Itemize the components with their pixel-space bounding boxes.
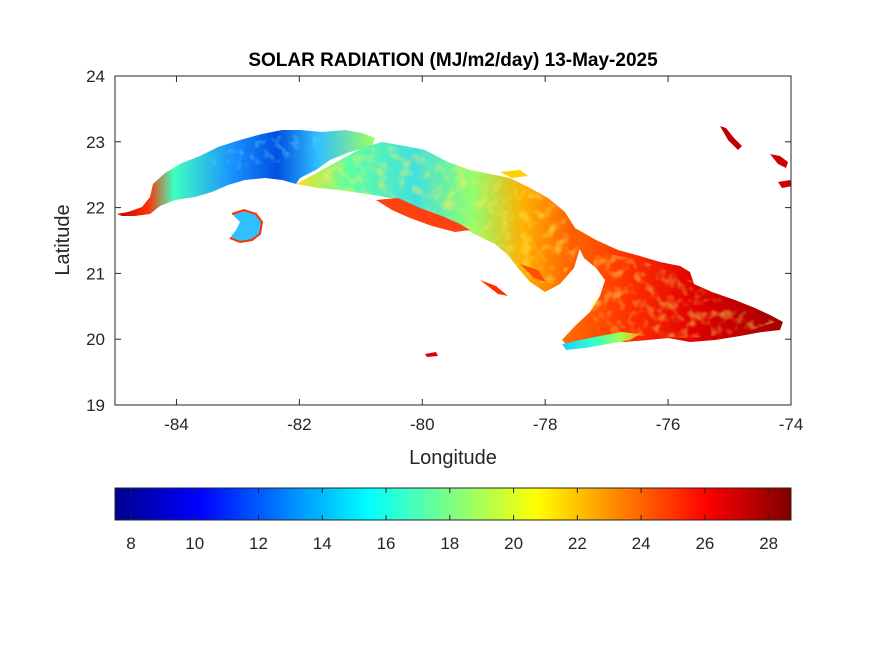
x-axis-ticks: -84 -82 -80 -78 -76 -74: [164, 76, 803, 434]
colorbar-tick-label: 24: [632, 534, 651, 553]
y-tick-label: 19: [86, 396, 105, 415]
colorbar-ticks: 8 10 12 14 16 18 20 22 24 26 28: [126, 488, 778, 553]
y-tick-label: 21: [86, 264, 105, 283]
colorbar-tick-label: 10: [185, 534, 204, 553]
x-axis-label: Longitude: [409, 447, 497, 469]
colorbar-tick-label: 18: [440, 534, 459, 553]
colorbar: 8 10 12 14 16 18 20 22 24 26 28: [114, 487, 792, 553]
x-tick-label: -74: [779, 415, 804, 434]
colorbar-tick-label: 8: [126, 534, 135, 553]
region-isla-juventud: [230, 210, 262, 242]
colorbar-tick-label: 16: [377, 534, 396, 553]
plot-frame: [114, 75, 792, 406]
region-cays-se: [480, 280, 508, 296]
region-keys-south: [520, 264, 546, 282]
x-tick-label: -78: [533, 415, 558, 434]
region-south-coast: [562, 332, 640, 350]
radiation-field: [117, 126, 791, 357]
plot-area: [115, 76, 791, 405]
region-isla-juventud-rim: [229, 208, 264, 244]
region-great-inagua: [720, 126, 742, 150]
x-tick-label: -84: [164, 415, 189, 434]
map-axes: [114, 75, 792, 406]
colorbar-tick-label: 28: [759, 534, 778, 553]
y-tick-label: 24: [86, 67, 105, 86]
x-tick-label: -80: [410, 415, 435, 434]
region-west-texture: [205, 134, 330, 172]
y-tick-label: 23: [86, 133, 105, 152]
region-cay-south: [425, 352, 438, 357]
x-tick-label: -76: [656, 415, 681, 434]
y-tick-label: 22: [86, 199, 105, 218]
region-keys-north: [500, 170, 528, 178]
region-hispaniola-tip: [770, 154, 791, 188]
colorbar-tick-label: 14: [313, 534, 332, 553]
y-tick-label: 20: [86, 330, 105, 349]
colorbar-gradient: [114, 487, 792, 521]
colorbar-tick-label: 22: [568, 534, 587, 553]
colorbar-tick-label: 26: [695, 534, 714, 553]
region-center-texture: [318, 146, 580, 284]
colorbar-tick-label: 12: [249, 534, 268, 553]
region-east-texture: [590, 250, 775, 338]
y-axis-label: Latitude: [52, 204, 74, 275]
colorbar-tick-label: 20: [504, 534, 523, 553]
x-tick-label: -82: [287, 415, 312, 434]
region-north-coast-warm: [376, 198, 470, 232]
y-axis-ticks: 19 20 21 22 23 24: [86, 67, 791, 415]
figure-title: SOLAR RADIATION (MJ/m2/day) 13-May-2025: [248, 50, 658, 71]
